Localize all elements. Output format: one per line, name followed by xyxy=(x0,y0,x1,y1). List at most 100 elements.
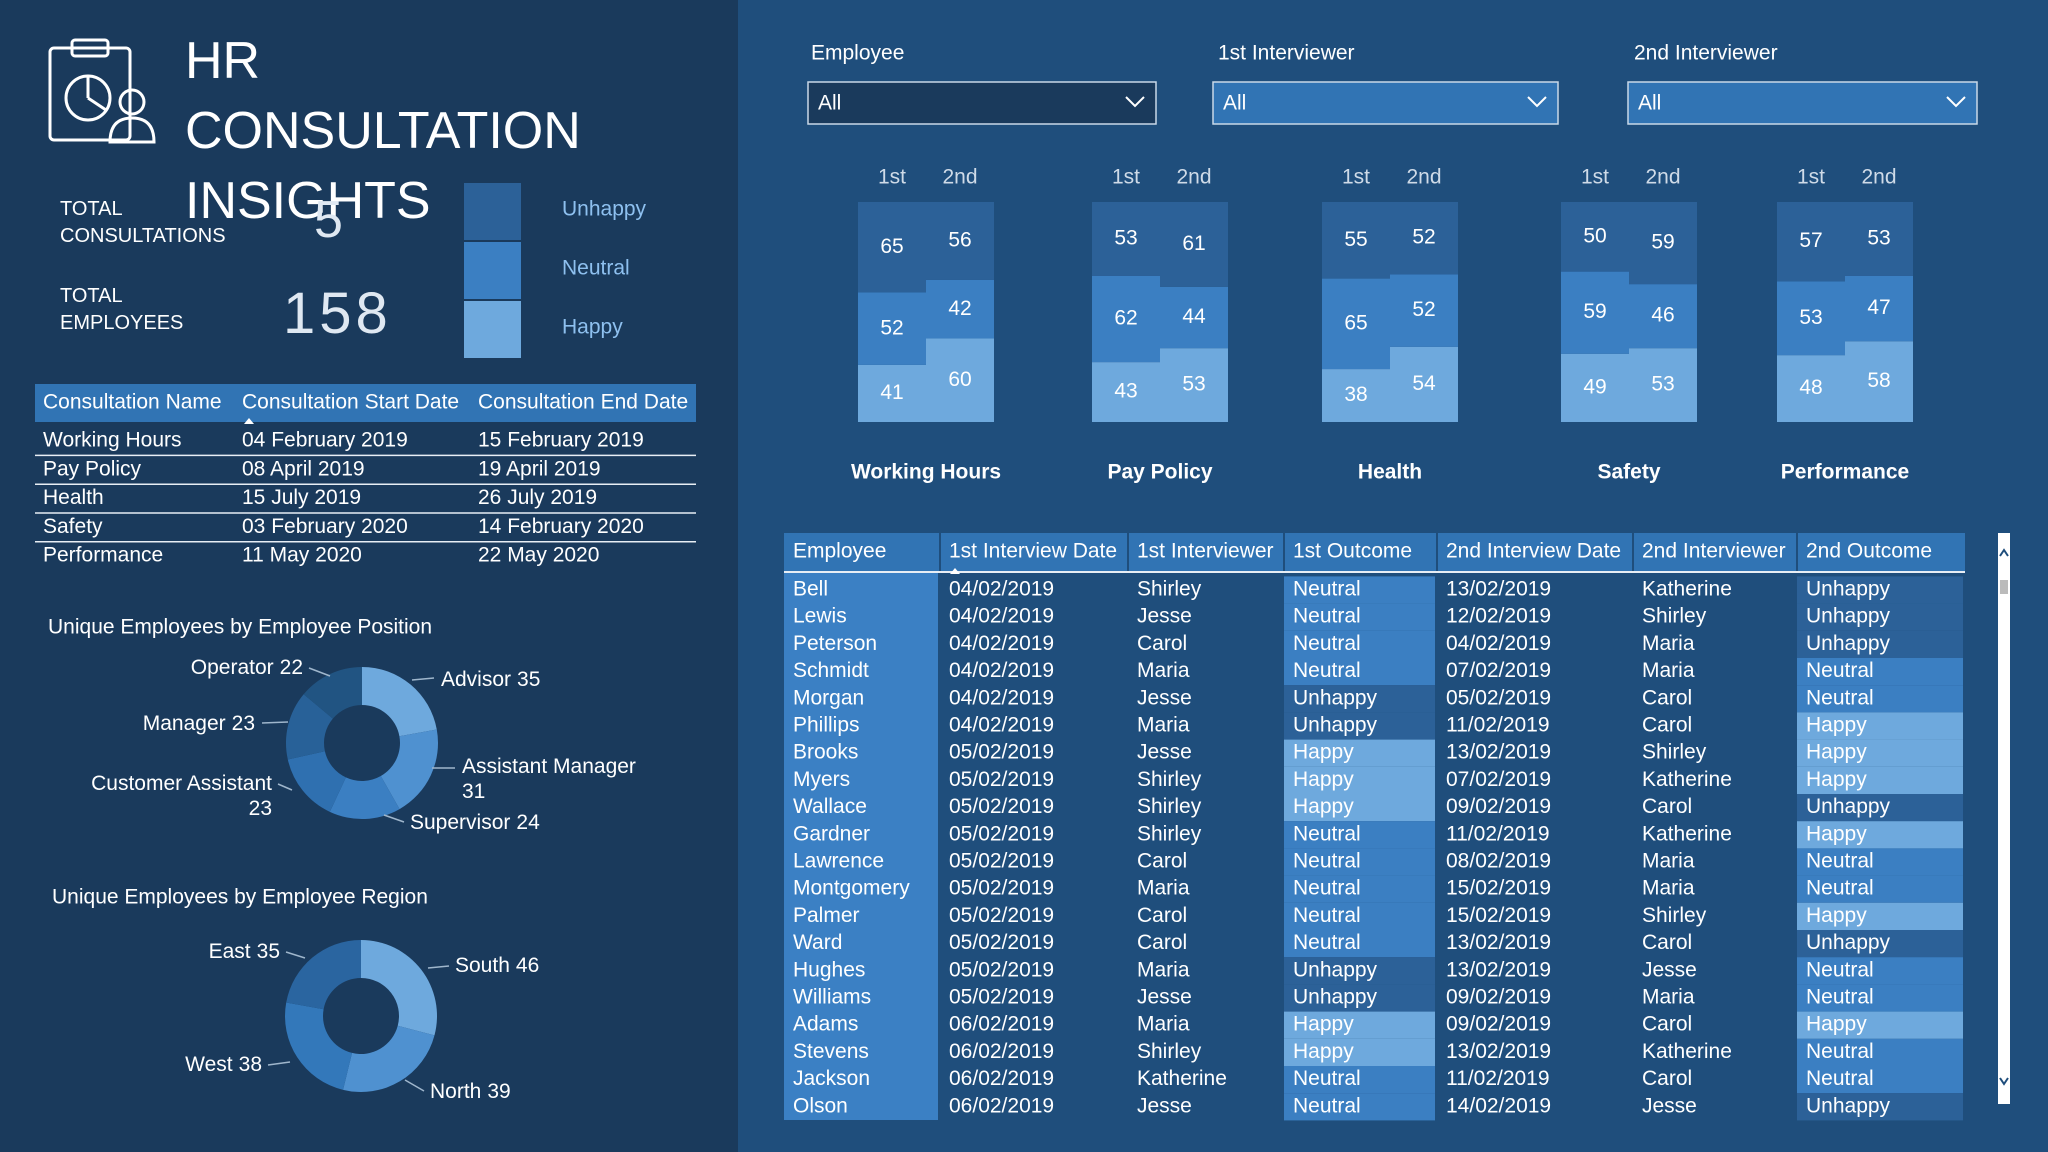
table-cell: Myers xyxy=(793,768,850,791)
data-label: 59 xyxy=(1583,300,1606,323)
table-cell: Neutral xyxy=(1806,659,1874,682)
table-cell: Unhappy xyxy=(1293,986,1378,1009)
table-cell: Lawrence xyxy=(793,850,884,873)
table-header: 1st Interview Date xyxy=(949,540,1117,563)
table-cell: 13/02/2019 xyxy=(1446,741,1551,764)
slice-value: 35 xyxy=(517,668,540,691)
outcome-cell xyxy=(1797,766,1963,794)
data-label: 50 xyxy=(1583,224,1606,247)
table-cell: Gardner xyxy=(793,822,870,845)
bar-segment xyxy=(926,202,994,280)
bar-segment xyxy=(1629,284,1697,349)
table-cell: 13/02/2019 xyxy=(1446,578,1551,601)
table-cell: 11/02/2019 xyxy=(1446,1067,1550,1090)
dropdown[interactable] xyxy=(1212,81,1559,125)
table-cell: 05/02/2019 xyxy=(949,877,1054,900)
table-cell: Maria xyxy=(1137,1013,1190,1036)
dropdown-value[interactable]: All xyxy=(1223,92,1246,115)
chart-title: Health xyxy=(1358,461,1422,484)
table-cell: Maria xyxy=(1642,659,1695,682)
outcome-cell xyxy=(1284,658,1435,686)
slice-category: Advisor xyxy=(441,668,511,691)
table-cell: Neutral xyxy=(1806,1040,1874,1063)
scroll-thumb[interactable] xyxy=(2000,580,2008,594)
table-cell: 19 April 2019 xyxy=(478,457,601,480)
table-cell: Working Hours xyxy=(43,429,182,452)
logo-icon xyxy=(48,38,156,144)
legend-label: Happy xyxy=(562,316,623,339)
table-cell: Katherine xyxy=(1642,768,1732,791)
data-label: 48 xyxy=(1799,376,1822,399)
table-cell: Katherine xyxy=(1137,1067,1227,1090)
table-cell: Neutral xyxy=(1293,904,1361,927)
table-cell: Neutral xyxy=(1293,578,1361,601)
scroll-track[interactable] xyxy=(1998,533,2010,1104)
leader-line xyxy=(267,1061,291,1066)
table-cell: Carol xyxy=(1642,795,1692,818)
table-cell: 15/02/2019 xyxy=(1446,904,1551,927)
outcome-cell xyxy=(1797,576,1963,604)
category-label: 1st xyxy=(878,166,906,189)
table-cell: 06/02/2019 xyxy=(949,1013,1054,1036)
table-cell: Jesse xyxy=(1137,686,1192,709)
table-cell: 05/02/2019 xyxy=(949,986,1054,1009)
table-cell: Hughes xyxy=(793,958,865,981)
dropdown[interactable] xyxy=(1627,81,1978,125)
legend-swatch xyxy=(464,183,521,240)
slice-label: West 38 xyxy=(185,1053,262,1076)
table-cell: 13/02/2019 xyxy=(1446,958,1551,981)
dropdown-chevron[interactable] xyxy=(1125,96,1145,108)
bar-segment xyxy=(858,364,926,422)
data-label: 60 xyxy=(948,368,971,391)
table-cell: Maria xyxy=(1137,958,1190,981)
table-cell: 05/02/2019 xyxy=(949,822,1054,845)
table-cell: 15 February 2019 xyxy=(478,429,644,452)
outcome-cell xyxy=(1284,766,1435,794)
bar-segment xyxy=(858,202,926,293)
table-cell: 05/02/2019 xyxy=(949,904,1054,927)
outcome-cell xyxy=(1284,984,1435,1012)
scroll-down[interactable] xyxy=(1999,1077,2009,1086)
table-cell: 08/02/2019 xyxy=(1446,850,1551,873)
dropdown-chevron[interactable] xyxy=(1946,96,1966,108)
table-cell: Neutral xyxy=(1293,850,1361,873)
data-label: 52 xyxy=(880,316,903,339)
table-cell: Jesse xyxy=(1137,1094,1192,1117)
table-cell: Neutral xyxy=(1293,822,1361,845)
dropdown-value[interactable]: All xyxy=(1638,92,1661,115)
table-cell: 13/02/2019 xyxy=(1446,931,1551,954)
pie-slice xyxy=(361,940,438,1036)
chart-title: Unique Employees by Employee Position xyxy=(48,616,432,639)
slice-label: Operator 22 xyxy=(191,656,303,679)
table-cell: Adams xyxy=(793,1013,858,1036)
slice-value: 23 xyxy=(249,797,272,820)
table-cell: 26 July 2019 xyxy=(478,486,597,509)
outcome-cell xyxy=(1797,685,1963,713)
slice-category: West xyxy=(185,1053,233,1076)
chart-title: Safety xyxy=(1597,461,1660,484)
scroll-up[interactable] xyxy=(1999,548,2009,557)
data-label: 55 xyxy=(1344,228,1367,251)
data-label: 46 xyxy=(1651,304,1674,327)
table-cell: Neutral xyxy=(1806,686,1874,709)
table-cell: Maria xyxy=(1137,659,1190,682)
bar-segment xyxy=(926,279,994,339)
data-label: 53 xyxy=(1651,373,1674,396)
slice-value: 38 xyxy=(239,1053,262,1076)
table-cell: Neutral xyxy=(1293,931,1361,954)
slice-label: Supervisor 24 xyxy=(410,811,540,834)
pie-slice xyxy=(303,667,362,719)
scrollbar[interactable] xyxy=(1998,533,2010,1104)
table-cell: Unhappy xyxy=(1293,686,1378,709)
table-cell: Maria xyxy=(1642,850,1695,873)
dropdown[interactable] xyxy=(807,81,1157,125)
dropdown-value[interactable]: All xyxy=(818,92,841,115)
sort-indicator xyxy=(950,568,960,574)
slice-value: 35 xyxy=(257,940,280,963)
table-cell: 08 April 2019 xyxy=(242,457,365,480)
dropdown-chevron[interactable] xyxy=(1527,96,1547,108)
table-cell: Happy xyxy=(1806,822,1867,845)
slice-category: South xyxy=(455,954,510,977)
table-cell: Neutral xyxy=(1293,605,1361,628)
table-cell: Shirley xyxy=(1642,605,1707,628)
